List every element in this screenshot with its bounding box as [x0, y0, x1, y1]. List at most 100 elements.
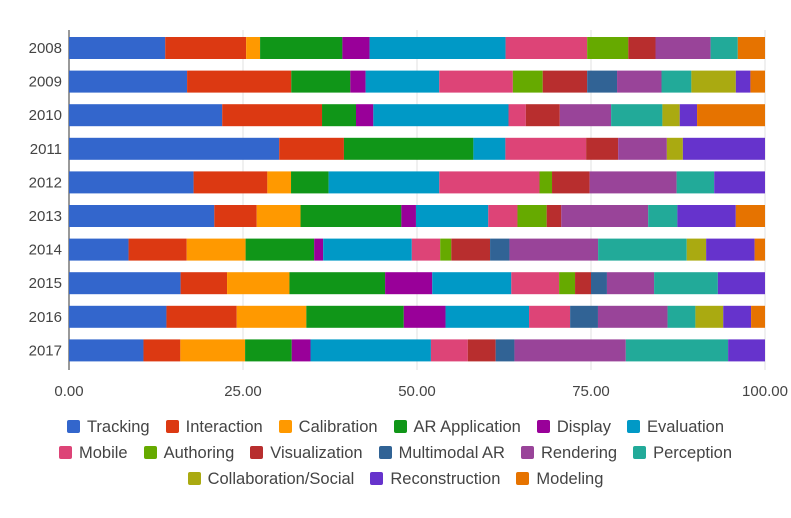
bar-segment-ar-application-2014 — [245, 238, 315, 261]
legend-item[interactable]: Calibration — [278, 414, 378, 440]
legend-item[interactable]: Collaboration/Social — [187, 466, 355, 492]
bar-segment-tracking-2009 — [69, 70, 188, 93]
bar-segment-ar-application-2015 — [289, 272, 386, 295]
bar-segment-ar-application-2010 — [322, 104, 356, 127]
bar-segment-display-2016 — [403, 305, 446, 328]
bar-segment-reconstruction-2011 — [682, 137, 765, 160]
legend-label: Tracking — [86, 418, 150, 436]
bar-segment-visualization-2010 — [525, 104, 560, 127]
bar-segment-evaluation-2013 — [415, 205, 489, 227]
bar-segment-display-2013 — [401, 205, 416, 227]
bar-segment-tracking-2010 — [69, 104, 223, 127]
bar-segment-tracking-2008 — [69, 37, 166, 59]
bar-segment-rendering-2012 — [589, 171, 677, 194]
y-tick-label: 2014 — [29, 242, 62, 259]
bar-segment-mobile-2015 — [511, 272, 560, 295]
bar-segment-calibration-2015 — [227, 272, 290, 295]
bar-segment-tracking-2017 — [69, 339, 144, 362]
bar-segment-multimodal-ar-2014 — [490, 238, 510, 261]
legend-item[interactable]: Visualization — [250, 440, 363, 466]
bar-segment-calibration-2008 — [246, 37, 261, 59]
bar-segment-collaboration-social-2011 — [666, 137, 683, 160]
legend-item[interactable]: Mobile — [59, 440, 128, 466]
legend-swatch — [516, 472, 530, 485]
bar-segment-authoring-2014 — [440, 238, 452, 261]
bar-segment-evaluation-2009 — [365, 70, 440, 93]
bar-segment-ar-application-2008 — [260, 37, 343, 59]
legend-row: Mobile Authoring Visualization Multimodal A… — [0, 440, 791, 466]
bar-segment-interaction-2011 — [279, 137, 344, 160]
legend-item[interactable]: Reconstruction — [370, 466, 500, 492]
bar-segment-interaction-2016 — [166, 305, 237, 328]
bar-segment-reconstruction-2016 — [723, 305, 752, 328]
bar-segment-rendering-2009 — [617, 70, 662, 93]
bar-segment-evaluation-2010 — [373, 104, 509, 127]
legend-item[interactable]: AR Application — [393, 414, 521, 440]
bar-segment-ar-application-2011 — [343, 137, 474, 160]
bar-segment-ar-application-2013 — [300, 205, 402, 227]
y-tick-label: 2016 — [29, 309, 62, 326]
legend-swatch — [187, 472, 201, 485]
bar-segment-visualization-2012 — [552, 171, 590, 194]
legend-label: Authoring — [163, 444, 235, 462]
bar-segment-calibration-2012 — [267, 171, 292, 194]
legend-item[interactable]: Display — [536, 414, 611, 440]
bar-segment-perception-2014 — [598, 238, 687, 261]
legend-item[interactable]: Interaction — [165, 414, 263, 440]
legend-swatch — [66, 420, 80, 433]
bar-segment-ar-application-2012 — [291, 171, 329, 194]
bar-segment-perception-2013 — [648, 205, 678, 227]
legend-swatch — [536, 420, 550, 433]
legend-swatch — [278, 420, 292, 433]
bar-segment-modeling-2014 — [754, 238, 765, 261]
bar-segment-mobile-2010 — [508, 104, 526, 127]
bar-segment-visualization-2014 — [451, 238, 491, 261]
legend-label: Rendering — [540, 444, 618, 462]
bar-segment-tracking-2015 — [69, 272, 181, 295]
bar-segment-modeling-2009 — [750, 70, 765, 93]
bar-segment-visualization-2008 — [628, 37, 656, 59]
bar-segment-rendering-2010 — [559, 104, 612, 127]
bar-segment-evaluation-2012 — [328, 171, 440, 194]
bar-segment-interaction-2014 — [128, 238, 187, 261]
legend-label: Visualization — [270, 444, 363, 462]
bar-segment-perception-2012 — [676, 171, 715, 194]
y-tick-label: 2009 — [29, 74, 62, 91]
bar-segment-display-2017 — [291, 339, 311, 362]
bar-segment-interaction-2013 — [214, 205, 257, 227]
x-tick-label: 75.00 — [572, 383, 610, 400]
bar-segment-evaluation-2017 — [310, 339, 431, 362]
legend-item[interactable]: Rendering — [520, 440, 618, 466]
bar-segment-collaboration-social-2009 — [691, 70, 736, 93]
legend-item[interactable]: Authoring — [143, 440, 235, 466]
y-tick-label: 2008 — [29, 40, 62, 57]
bar-segment-perception-2010 — [611, 104, 663, 127]
bar-segment-rendering-2011 — [618, 137, 667, 160]
legend-swatch — [378, 446, 392, 459]
chart-legend: Tracking Interaction Calibration AR Applica… — [0, 414, 791, 492]
bar-segment-calibration-2017 — [180, 339, 246, 362]
bar-segment-evaluation-2008 — [369, 37, 506, 59]
bar-segment-evaluation-2014 — [323, 238, 412, 261]
legend-item[interactable]: Modeling — [516, 466, 603, 492]
bar-segment-mobile-2017 — [430, 339, 468, 362]
bar-segment-interaction-2012 — [193, 171, 268, 194]
legend-swatch — [370, 472, 384, 485]
bar-segment-perception-2015 — [654, 272, 718, 295]
legend-item[interactable]: Perception — [633, 440, 732, 466]
legend-item[interactable]: Tracking — [66, 414, 150, 440]
legend-swatch — [250, 446, 264, 459]
y-tick-label: 2015 — [29, 275, 62, 292]
legend-item[interactable]: Evaluation — [626, 414, 724, 440]
y-tick-label: 2012 — [29, 174, 62, 191]
bar-segment-reconstruction-2009 — [735, 70, 751, 93]
bar-segment-evaluation-2011 — [473, 137, 506, 160]
bar-segment-calibration-2016 — [236, 305, 307, 328]
bar-segment-reconstruction-2012 — [714, 171, 765, 194]
bar-segment-rendering-2016 — [597, 305, 668, 328]
legend-item[interactable]: Multimodal AR — [378, 440, 505, 466]
y-axis-tick-labels: 2008 2009 2010 2011 2012 2013 2014 2015 2016 2017 — [29, 40, 62, 359]
bar-segment-interaction-2008 — [165, 37, 247, 59]
legend-label: Collaboration/Social — [207, 470, 355, 488]
